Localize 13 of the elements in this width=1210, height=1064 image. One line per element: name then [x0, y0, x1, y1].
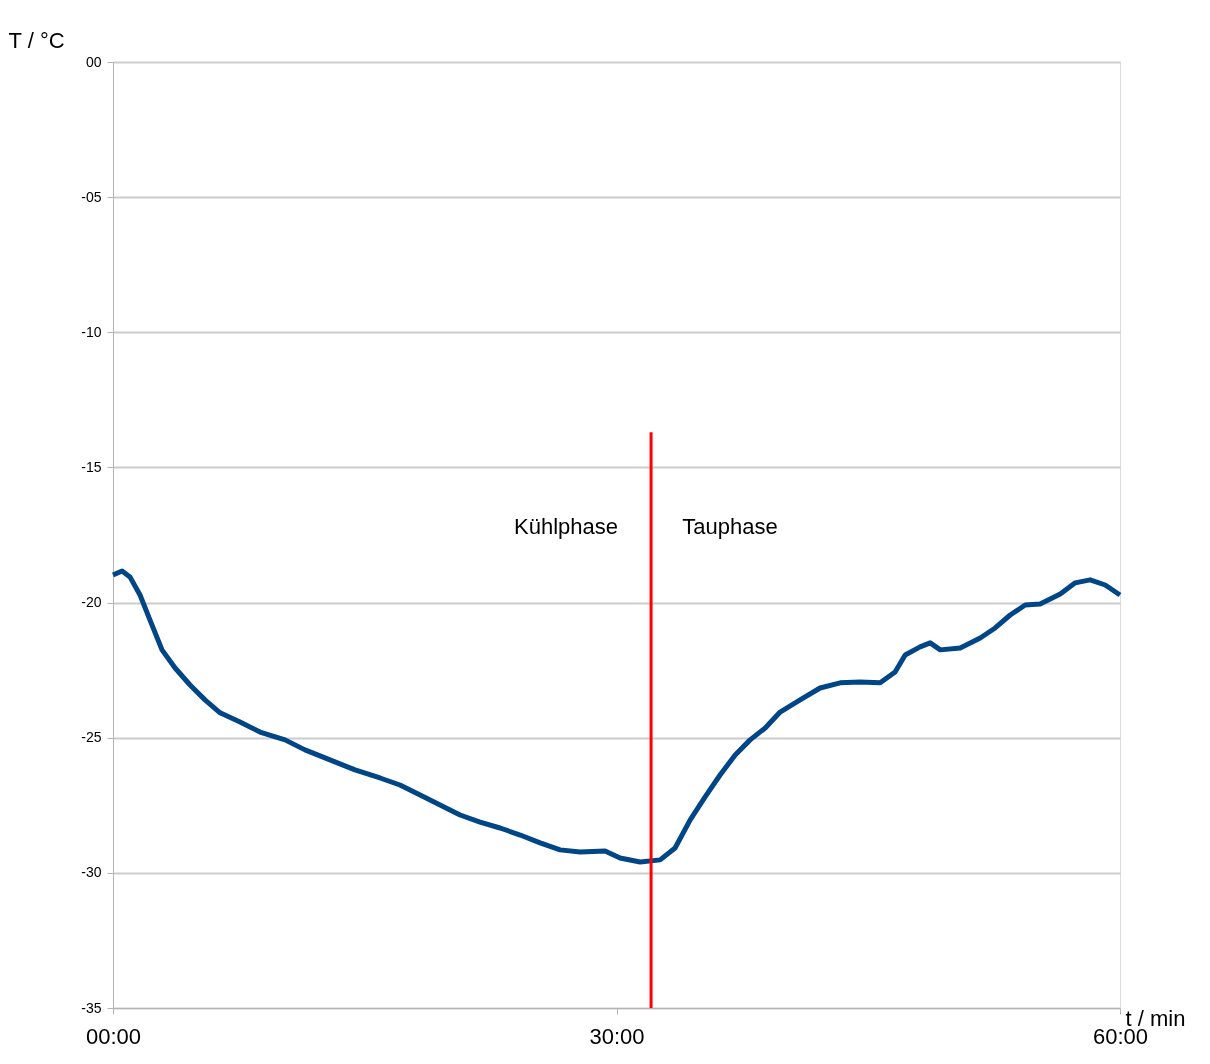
y-tick-label: -15: [81, 458, 102, 475]
y-tick-label: -10: [81, 323, 102, 340]
annotation: Tauphase: [682, 514, 778, 539]
y-tick-label: -35: [81, 999, 102, 1016]
x-tick-label: 00:00: [85, 1023, 142, 1049]
y-tick-label: -05: [81, 188, 102, 205]
annotation: Kühlphase: [514, 514, 618, 539]
y-tick-label: 00: [85, 53, 102, 70]
y-axis-title: T / °C: [8, 27, 65, 53]
y-tick-label: -25: [81, 729, 102, 746]
y-tick-label: -30: [81, 864, 102, 881]
y-tick-label: -20: [81, 594, 102, 611]
x-tick-label: 30:00: [589, 1023, 645, 1049]
